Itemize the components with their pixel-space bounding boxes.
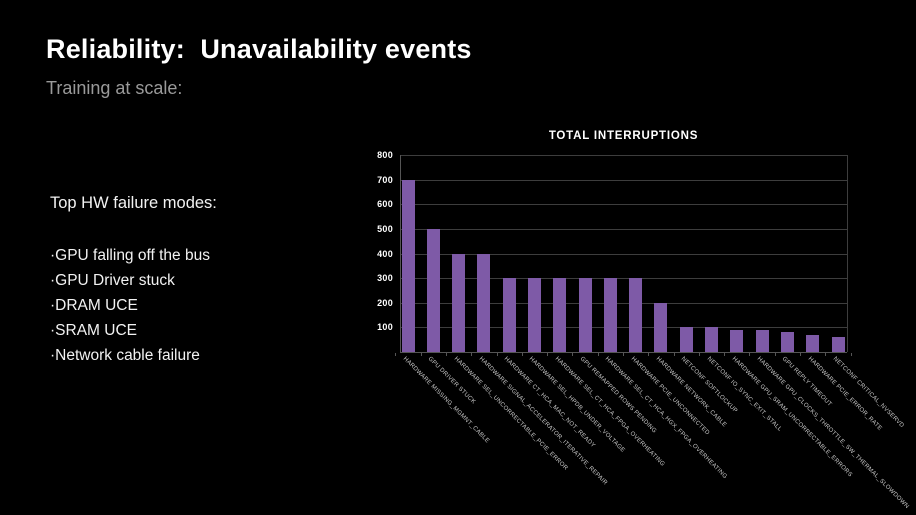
x-axis-tick — [420, 353, 422, 356]
x-axis-category-label: HARDWARE SEL_CT_HCA_HGX_FPGA_OVERHEATING — [604, 356, 729, 481]
bar — [401, 179, 415, 352]
page-title: Reliability: Unavailability events — [46, 34, 472, 64]
x-axis-tick — [445, 353, 447, 356]
gridline — [400, 302, 847, 304]
x-axis-line — [400, 352, 847, 353]
x-axis-tick — [547, 353, 549, 356]
chart-title: TOTAL INTERRUPTIONS — [548, 130, 699, 142]
bar — [629, 278, 643, 352]
gridline — [400, 179, 847, 181]
failure-modes-heading: Top HW failure modes: — [50, 194, 217, 212]
y-axis-tick-label: 400 — [377, 248, 393, 259]
x-axis-category-label: HARDWARE SEL_HPDB_UNDER_VOLTAGE — [528, 356, 627, 454]
bar — [705, 327, 719, 352]
failure-modes-list: ·GPU falling off the bus ·GPU Driver stu… — [50, 243, 210, 368]
y-axis-line — [400, 155, 401, 352]
x-axis-category-label: HARDWARE MISSING_MGMNT_CABLE — [401, 356, 491, 445]
x-axis-tick — [471, 353, 473, 356]
bar — [679, 327, 693, 352]
x-axis-tick — [597, 353, 599, 356]
list-item: ·GPU Driver stuck — [50, 272, 175, 289]
x-axis-category-label: GPU DRIVER STUCK — [427, 356, 477, 406]
bar — [426, 228, 440, 352]
bar — [553, 278, 567, 352]
x-axis-tick — [572, 353, 574, 356]
x-axis-tick — [395, 353, 397, 356]
bar — [578, 278, 592, 352]
bar — [502, 278, 516, 352]
x-axis-tick — [623, 353, 624, 356]
x-axis-tick — [496, 353, 498, 356]
gridline — [400, 278, 847, 280]
y-axis-tick-label: 600 — [377, 199, 393, 210]
x-axis-category-label: HARDWARE GPU_SRAM_UNCORRECTABLE_ERRORS — [730, 356, 853, 479]
x-axis-tick — [521, 353, 523, 356]
bar — [831, 337, 845, 352]
x-axis-category-label: GPU REPLY TIMEOUT — [781, 356, 834, 408]
bar — [603, 278, 617, 352]
x-axis-tick — [825, 353, 827, 356]
y-axis-tick-label: 200 — [377, 297, 393, 308]
x-axis-category-label: HARDWARE CT_HCA_MAC_NOT_READY — [502, 356, 597, 450]
gridline — [400, 327, 847, 329]
x-axis-tick — [698, 353, 700, 356]
gridline — [400, 228, 847, 230]
bar — [755, 329, 769, 352]
x-axis-tick — [850, 353, 852, 356]
x-axis-category-label: HARDWARE SEL_UNCORRECTABLE_PCIE_ERROR — [452, 356, 569, 472]
list-item: ·SRAM UCE — [50, 322, 137, 339]
list-item: ·Network cable failure — [50, 347, 200, 364]
bar — [806, 334, 820, 352]
list-item: ·DRAM UCE — [50, 297, 138, 314]
gridline — [400, 204, 847, 206]
plot-right-border — [847, 155, 848, 352]
slide-subtitle: Training at scale: — [46, 78, 183, 98]
x-axis-tick — [673, 353, 675, 356]
list-item: ·GPU falling off the bus — [50, 247, 210, 264]
y-axis-tick-label: 800 — [377, 150, 393, 160]
y-axis-tick-label: 500 — [377, 223, 393, 234]
bar — [527, 278, 541, 352]
gridline — [400, 155, 847, 156]
y-axis-tick-label: 300 — [377, 273, 393, 284]
x-axis-tick — [774, 353, 776, 356]
x-axis-tick — [724, 353, 726, 356]
bar — [477, 253, 491, 352]
x-axis-tick — [749, 353, 751, 356]
bar — [730, 329, 744, 352]
x-axis-tick — [648, 353, 650, 356]
x-axis-tick — [800, 353, 802, 356]
bar — [780, 332, 794, 352]
bar — [654, 302, 668, 352]
gridline — [400, 253, 847, 255]
y-axis-tick-label: 100 — [377, 322, 393, 333]
y-axis-tick-label: 700 — [377, 174, 393, 185]
bar — [452, 253, 466, 352]
